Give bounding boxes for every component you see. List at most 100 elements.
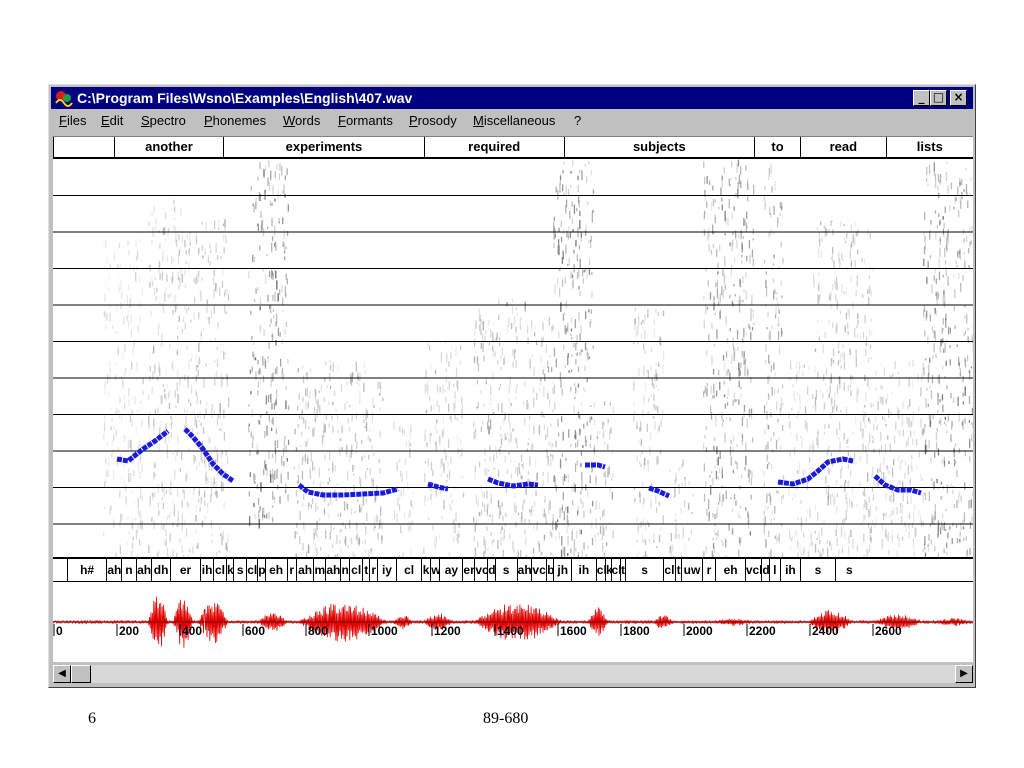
time-tick-label: 600 bbox=[245, 624, 266, 638]
phoneme-segment[interactable]: cl bbox=[595, 559, 605, 581]
scroll-left-icon[interactable]: ◀ bbox=[53, 665, 71, 683]
pitch-contour bbox=[427, 481, 449, 492]
phoneme-segment[interactable]: er bbox=[462, 559, 474, 581]
application-window: C:\Program Files\Wsno\Examples\English\4… bbox=[48, 84, 976, 688]
phoneme-segment[interactable]: vcl bbox=[474, 559, 487, 581]
pitch-contour bbox=[777, 456, 854, 487]
phoneme-segment[interactable]: vcl bbox=[744, 559, 761, 581]
spectrogram-panel[interactable] bbox=[53, 159, 973, 559]
phoneme-segment[interactable]: cl bbox=[213, 559, 226, 581]
wave-app-icon bbox=[54, 89, 74, 107]
phoneme-segment[interactable]: s bbox=[233, 559, 246, 581]
phoneme-segment[interactable]: ih bbox=[779, 559, 800, 581]
phoneme-segment[interactable]: vcl bbox=[531, 559, 546, 581]
phoneme-segment[interactable]: ih bbox=[570, 559, 596, 581]
phoneme-segment[interactable]: eh bbox=[264, 559, 287, 581]
menu-help[interactable]: ? bbox=[574, 113, 582, 128]
phoneme-segment[interactable]: r bbox=[369, 559, 376, 581]
phoneme-segment[interactable]: ih bbox=[200, 559, 213, 581]
time-tick-label: 2400 bbox=[812, 624, 839, 638]
phoneme-segment[interactable]: ay bbox=[439, 559, 462, 581]
phoneme-segment[interactable]: d bbox=[761, 559, 769, 581]
phoneme-segment[interactable]: ah bbox=[295, 559, 313, 581]
phoneme-segment[interactable]: r bbox=[701, 559, 716, 581]
phoneme-segment[interactable]: r bbox=[286, 559, 296, 581]
time-tick-label: 200 bbox=[119, 624, 140, 638]
phoneme-segment[interactable]: t bbox=[674, 559, 681, 581]
pitch-contour bbox=[116, 429, 170, 464]
phoneme-segment[interactable]: ah bbox=[325, 559, 340, 581]
word-segment[interactable]: another bbox=[113, 137, 223, 157]
phoneme-segment[interactable]: h# bbox=[66, 559, 107, 581]
word-segment[interactable]: to bbox=[754, 137, 800, 157]
phoneme-segment[interactable]: s bbox=[625, 559, 663, 581]
menu-files[interactable]: Files bbox=[59, 113, 87, 128]
pitch-contour bbox=[297, 483, 399, 498]
menu-spectro[interactable]: Spectro bbox=[141, 113, 186, 128]
phoneme-segment[interactable]: s bbox=[494, 559, 517, 581]
phoneme-segment[interactable]: n bbox=[121, 559, 136, 581]
phoneme-segment[interactable]: k bbox=[225, 559, 233, 581]
word-segment[interactable] bbox=[53, 137, 114, 157]
scroll-right-icon[interactable]: ▶ bbox=[955, 665, 973, 683]
phoneme-segment[interactable]: b bbox=[546, 559, 553, 581]
phoneme-segment[interactable]: er bbox=[169, 559, 200, 581]
minimize-button[interactable]: _ bbox=[913, 90, 930, 106]
phoneme-segment[interactable]: s bbox=[835, 559, 863, 581]
phoneme-segment[interactable]: ah bbox=[516, 559, 531, 581]
menu-words[interactable]: Words bbox=[283, 113, 321, 128]
phoneme-segment[interactable]: eh bbox=[715, 559, 744, 581]
phoneme-segment[interactable]: uw bbox=[681, 559, 701, 581]
waveform-trace bbox=[53, 596, 973, 648]
spectrogram bbox=[53, 159, 973, 557]
phoneme-segment[interactable]: m bbox=[313, 559, 325, 581]
pitch-contour bbox=[585, 462, 606, 470]
menu-edit[interactable]: Edit bbox=[101, 113, 124, 128]
phoneme-segment[interactable]: dh bbox=[151, 559, 169, 581]
word-segment[interactable]: experiments bbox=[223, 137, 424, 157]
phoneme-segment[interactable]: cl bbox=[349, 559, 362, 581]
horizontal-scrollbar[interactable]: ◀ ▶ bbox=[53, 665, 973, 683]
time-tick-label: 400 bbox=[182, 624, 203, 638]
phoneme-segment[interactable]: jh bbox=[553, 559, 570, 581]
waveform-panel[interactable]: 0 200 400 600 800 1000 1200 1400 1600 1800 2000 220… bbox=[53, 582, 973, 662]
pitch-contour bbox=[487, 476, 539, 489]
phoneme-segment[interactable]: k bbox=[605, 559, 611, 581]
phoneme-segment[interactable]: cl bbox=[610, 559, 620, 581]
phoneme-segment[interactable]: p bbox=[257, 559, 265, 581]
phoneme-segment[interactable]: d bbox=[487, 559, 495, 581]
scroll-thumb[interactable] bbox=[71, 665, 91, 683]
phoneme-segment[interactable]: w bbox=[430, 559, 439, 581]
word-segment[interactable]: lists bbox=[885, 137, 973, 157]
time-tick-label: 1800 bbox=[623, 624, 650, 638]
phoneme-segment[interactable]: t bbox=[362, 559, 369, 581]
course-code: 89-680 bbox=[483, 710, 529, 727]
phoneme-segment[interactable]: ah bbox=[135, 559, 152, 581]
close-button[interactable]: × bbox=[950, 90, 967, 106]
phoneme-segment[interactable]: k bbox=[421, 559, 430, 581]
phoneme-segment[interactable]: s bbox=[800, 559, 835, 581]
phoneme-segment[interactable]: iy bbox=[376, 559, 396, 581]
maximize-button[interactable]: □ bbox=[930, 90, 947, 106]
menu-miscellaneous[interactable]: Miscellaneous bbox=[473, 113, 556, 128]
phoneme-segment[interactable]: cl bbox=[246, 559, 257, 581]
time-tick-label: 0 bbox=[56, 624, 63, 638]
time-tick-label: 1200 bbox=[434, 624, 461, 638]
phoneme-segment[interactable]: n bbox=[340, 559, 349, 581]
spectrogram-energy bbox=[103, 159, 973, 557]
menu-phonemes[interactable]: Phonemes bbox=[204, 113, 267, 128]
word-segment[interactable]: required bbox=[423, 137, 564, 157]
menu-formants[interactable]: Formants bbox=[338, 113, 393, 128]
phoneme-segment[interactable]: cl bbox=[396, 559, 421, 581]
title-bar[interactable]: C:\Program Files\Wsno\Examples\English\4… bbox=[51, 87, 973, 109]
pitch-contour bbox=[873, 474, 922, 496]
time-tick-label: 1400 bbox=[497, 624, 524, 638]
phoneme-segment[interactable]: ah bbox=[106, 559, 121, 581]
phoneme-segment[interactable]: l bbox=[768, 559, 780, 581]
phonemes-tier: h#ahnahdherihclksclpehrahmahncltriyclkwa… bbox=[53, 559, 973, 582]
phoneme-segment[interactable]: t bbox=[619, 559, 626, 581]
word-segment[interactable]: subjects bbox=[563, 137, 754, 157]
word-segment[interactable]: read bbox=[800, 137, 886, 157]
menu-prosody[interactable]: Prosody bbox=[409, 113, 457, 128]
phoneme-segment[interactable]: cl bbox=[662, 559, 675, 581]
